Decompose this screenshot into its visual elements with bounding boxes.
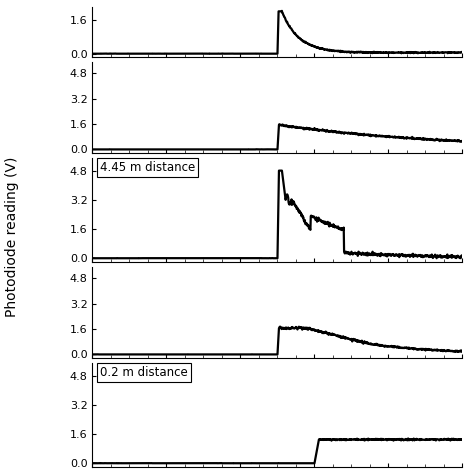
Text: 0.2 m distance: 0.2 m distance	[100, 366, 188, 379]
Text: 4.45 m distance: 4.45 m distance	[100, 161, 195, 174]
Text: Photodiode reading (V): Photodiode reading (V)	[5, 157, 19, 317]
